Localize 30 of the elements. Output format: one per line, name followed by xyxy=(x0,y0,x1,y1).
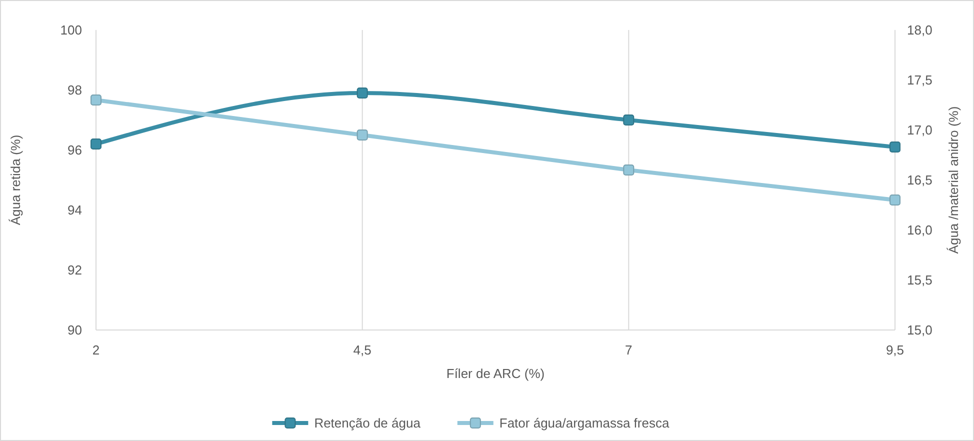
y2-tick-label: 16,0 xyxy=(907,222,932,238)
y-axis-title: Água retida (%) xyxy=(8,134,23,226)
x-axis-title: Fíler de ARC (%) xyxy=(446,366,545,381)
point xyxy=(90,94,102,106)
point xyxy=(90,138,102,150)
y-tick-label: 96 xyxy=(68,142,82,158)
y-tick-label: 90 xyxy=(68,322,82,338)
y-tick-label: 94 xyxy=(68,202,82,218)
point xyxy=(890,142,900,152)
point xyxy=(890,194,900,206)
x-tick-label: 9,5 xyxy=(886,342,904,358)
y-tick-label: 100 xyxy=(60,22,82,38)
y2-tick-label: 16,5 xyxy=(907,172,932,188)
legend-label: Retenção de água xyxy=(314,416,422,431)
y2-tick-label: 17,5 xyxy=(907,72,932,88)
y2-axis-title: Água /material anidro (%) xyxy=(946,106,961,254)
point xyxy=(356,130,368,140)
y2-tick-label: 18,0 xyxy=(907,22,932,38)
x-tick-label: 7 xyxy=(625,342,632,358)
point xyxy=(623,164,634,176)
y2-tick-label: 17,0 xyxy=(907,122,932,138)
y2-tick-label: 15,5 xyxy=(907,272,932,288)
point xyxy=(623,114,634,126)
point xyxy=(356,88,368,98)
x-tick-label: 4,5 xyxy=(353,342,372,358)
x-tick-label: 2 xyxy=(92,342,100,358)
y2-tick-label: 15,0 xyxy=(907,322,932,338)
y-tick-label: 92 xyxy=(68,262,82,278)
y-tick-label: 98 xyxy=(68,82,82,98)
legend-label: Fator água/argamassa fresca xyxy=(499,416,670,431)
